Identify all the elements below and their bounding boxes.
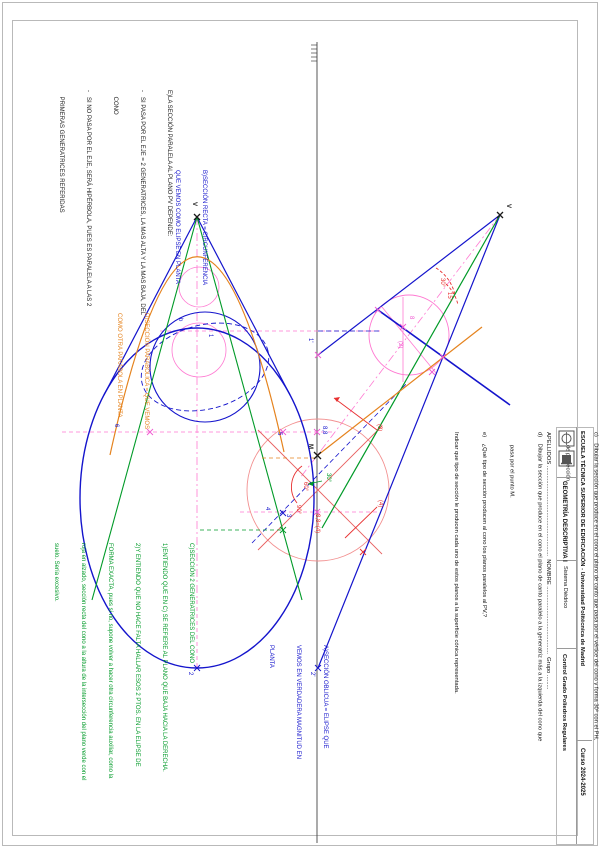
label-pink-2: (2) [397, 341, 403, 349]
statement-footer: Indicar que tipo de sección le producen … [452, 432, 459, 694]
label-point-b: b [177, 318, 183, 322]
planta-green-section [91, 216, 323, 601]
point-markers [146, 211, 504, 672]
label-angle-30-red: 30° [439, 278, 445, 288]
alzado-green-plane [321, 214, 501, 529]
alzado-orange-plane [317, 326, 483, 456]
statement-item-d: d) Dibujar la sección que produce en el … [536, 432, 543, 742]
title-block-system: Sistema Diédrico [562, 566, 568, 609]
ground-line [311, 42, 318, 843]
label-dim-88: 8,8 [321, 426, 327, 435]
label-point-2p: 2' [309, 672, 315, 677]
label-ref-4: (4) [377, 500, 383, 508]
note-b-section: B)SECCIÓN RECTA = CIRCUNFERENCIA QUE VEM… [174, 170, 207, 286]
label-angle-90: 90° [295, 505, 301, 515]
projection-lines [62, 214, 501, 668]
etsem-building-logo-icon [558, 450, 575, 467]
label-angle-30-green: 30° [325, 473, 331, 483]
problem-statement: 10.12.- El segmento VM es el eje de una … [432, 432, 600, 838]
red-aux-circle [246, 267, 459, 562]
label-point-1p: 1' [307, 338, 313, 343]
note-e-section: E)LA SECCIÓN PARALELA AL PLANO PV DEPEND… [58, 90, 172, 316]
title-block-box [556, 427, 594, 845]
note-c-section: C)SECCIÓN 2 GENERATRICES DEL CONO 1)ENTI… [53, 543, 194, 781]
label-angle-60: 60° [302, 482, 308, 492]
label-v-planta: V [191, 202, 197, 207]
note-a-section: A)SECCIÓN OBLICUA = ELIPSE QUE VEMOS EN … [268, 645, 328, 760]
title-block-subject: GEOMETRÍA DESCRIPTIVA I [561, 481, 567, 562]
note-d-section: D)SECCIÓN PARABÓLICA = QUE VEMOS COMO OT… [116, 313, 149, 430]
label-m: M [307, 444, 313, 449]
title-block-school: ESCUELA TÉCNICA SUPERIOR DE EDIFICACIÓN … [579, 431, 585, 667]
statement-item-d2: pasa por el punto M. [508, 432, 515, 498]
label-point-3: 3 [285, 514, 291, 518]
label-angle-15: 15° [446, 292, 452, 302]
label-point-6: 6 [113, 424, 119, 428]
upm-shield-logo-icon [558, 430, 575, 447]
label-point-1: 1 [207, 334, 213, 338]
statement-item-c: c) Dibujar la sección que produce en el … [592, 432, 599, 741]
title-block-exam: Control Grado Poliedros Regulares [561, 654, 567, 751]
label-ref-3: (3) [376, 424, 382, 432]
label-point-5: 5 [276, 432, 282, 436]
label-v-alzado: V [505, 204, 511, 209]
title-block-course: Curso 2024-2025 [579, 748, 585, 796]
student-fields-line[interactable]: APELLIDOS ..............................… [545, 432, 551, 690]
planta-parabola [109, 256, 318, 459]
planta-aux-circles [171, 266, 227, 378]
statement-item-c2: de proyección. [564, 444, 571, 483]
label-pink-8: 8 [408, 316, 414, 320]
label-point-4: 4 [264, 507, 270, 511]
statement-item-e: e) ¿Qué tipo de sección producen al cono… [480, 432, 487, 618]
label-point-2: 2 [187, 672, 193, 676]
label-dim-88-4: 8,8=(4) [314, 514, 320, 534]
drawing-frame [12, 20, 578, 836]
